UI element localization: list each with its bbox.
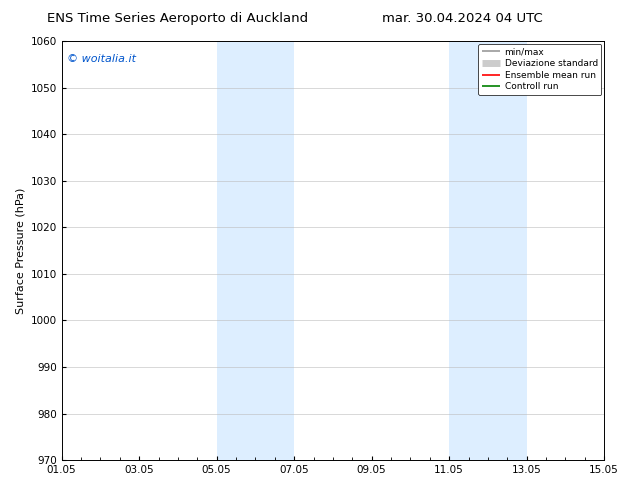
Legend: min/max, Deviazione standard, Ensemble mean run, Controll run: min/max, Deviazione standard, Ensemble m… — [479, 44, 602, 95]
Bar — [217, 41, 294, 460]
Bar — [449, 41, 527, 460]
Y-axis label: Surface Pressure (hPa): Surface Pressure (hPa) — [15, 187, 25, 314]
Text: ENS Time Series Aeroporto di Auckland: ENS Time Series Aeroporto di Auckland — [47, 12, 308, 25]
Text: © woitalia.it: © woitalia.it — [67, 53, 136, 64]
Text: mar. 30.04.2024 04 UTC: mar. 30.04.2024 04 UTC — [382, 12, 543, 25]
